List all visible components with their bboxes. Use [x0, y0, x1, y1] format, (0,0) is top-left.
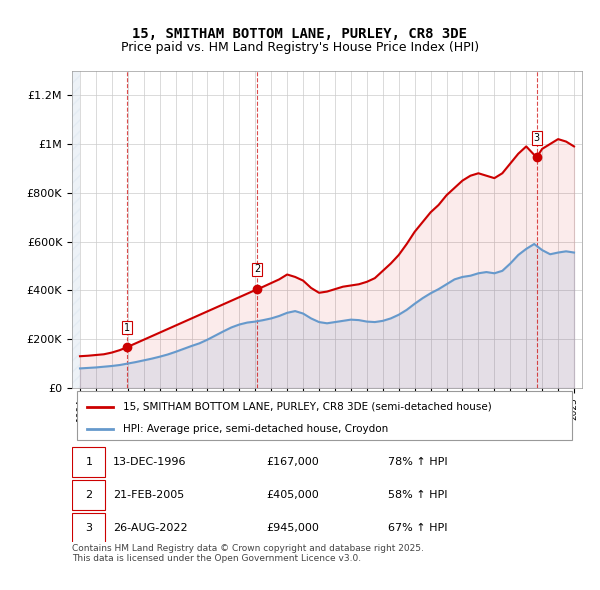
Text: 21-FEB-2005: 21-FEB-2005: [113, 490, 184, 500]
Text: £167,000: £167,000: [266, 457, 319, 467]
Text: 1: 1: [85, 457, 92, 467]
Text: £945,000: £945,000: [266, 523, 319, 533]
Text: £405,000: £405,000: [266, 490, 319, 500]
Text: 58% ↑ HPI: 58% ↑ HPI: [388, 490, 448, 500]
Bar: [72, 71, 80, 388]
Text: 2: 2: [85, 490, 92, 500]
Text: 78% ↑ HPI: 78% ↑ HPI: [388, 457, 448, 467]
Text: HPI: Average price, semi-detached house, Croydon: HPI: Average price, semi-detached house,…: [123, 424, 388, 434]
Text: 15, SMITHAM BOTTOM LANE, PURLEY, CR8 3DE: 15, SMITHAM BOTTOM LANE, PURLEY, CR8 3DE: [133, 27, 467, 41]
FancyBboxPatch shape: [72, 513, 105, 543]
Text: Contains HM Land Registry data © Crown copyright and database right 2025.
This d: Contains HM Land Registry data © Crown c…: [72, 544, 424, 563]
Text: 1: 1: [124, 323, 130, 333]
Text: 2: 2: [254, 264, 260, 274]
FancyBboxPatch shape: [72, 480, 105, 510]
FancyBboxPatch shape: [77, 391, 572, 440]
Text: 67% ↑ HPI: 67% ↑ HPI: [388, 523, 448, 533]
Text: 26-AUG-2022: 26-AUG-2022: [113, 523, 187, 533]
Bar: [72, 71, 80, 388]
FancyBboxPatch shape: [72, 447, 105, 477]
Text: 15, SMITHAM BOTTOM LANE, PURLEY, CR8 3DE (semi-detached house): 15, SMITHAM BOTTOM LANE, PURLEY, CR8 3DE…: [123, 402, 492, 412]
Text: Price paid vs. HM Land Registry's House Price Index (HPI): Price paid vs. HM Land Registry's House …: [121, 41, 479, 54]
Text: 3: 3: [533, 133, 539, 143]
Text: 13-DEC-1996: 13-DEC-1996: [113, 457, 187, 467]
Text: 3: 3: [85, 523, 92, 533]
